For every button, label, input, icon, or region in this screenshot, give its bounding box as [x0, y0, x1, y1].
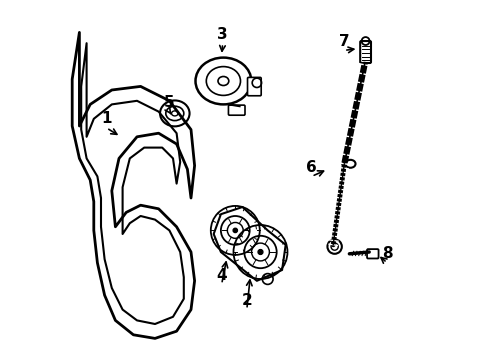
FancyBboxPatch shape — [247, 77, 261, 96]
Circle shape — [233, 228, 238, 233]
FancyBboxPatch shape — [360, 41, 371, 63]
Text: 1: 1 — [101, 111, 112, 126]
Text: 6: 6 — [306, 160, 317, 175]
Text: 8: 8 — [382, 246, 392, 261]
Text: 5: 5 — [164, 95, 175, 110]
Text: 7: 7 — [339, 34, 349, 49]
Text: 4: 4 — [216, 268, 227, 283]
FancyBboxPatch shape — [228, 105, 245, 115]
FancyBboxPatch shape — [367, 249, 379, 258]
Text: 2: 2 — [242, 293, 252, 308]
Circle shape — [258, 249, 263, 255]
Text: 3: 3 — [218, 27, 228, 42]
